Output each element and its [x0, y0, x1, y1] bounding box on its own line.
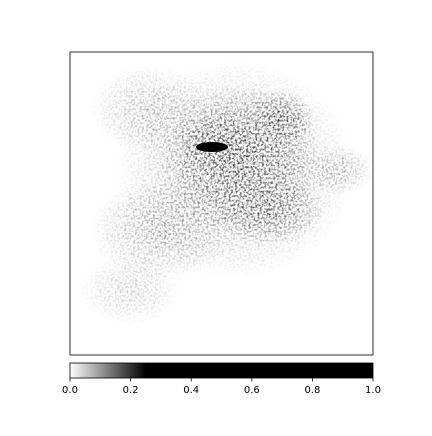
colorbar: 0.0 0.2 0.4 0.6 0.8 1.0: [62, 362, 381, 396]
tick-label: 0.2: [123, 385, 139, 396]
heatmap-image: [70, 52, 373, 355]
tick-label: 0.6: [244, 385, 260, 396]
plot-frame: [69, 51, 374, 356]
tick-label: 1.0: [365, 385, 381, 396]
tick-label: 0.4: [183, 385, 199, 396]
colorbar-fill: [69, 362, 374, 379]
tick-label: 0.8: [304, 385, 320, 396]
tick-label: 0.0: [62, 385, 78, 396]
